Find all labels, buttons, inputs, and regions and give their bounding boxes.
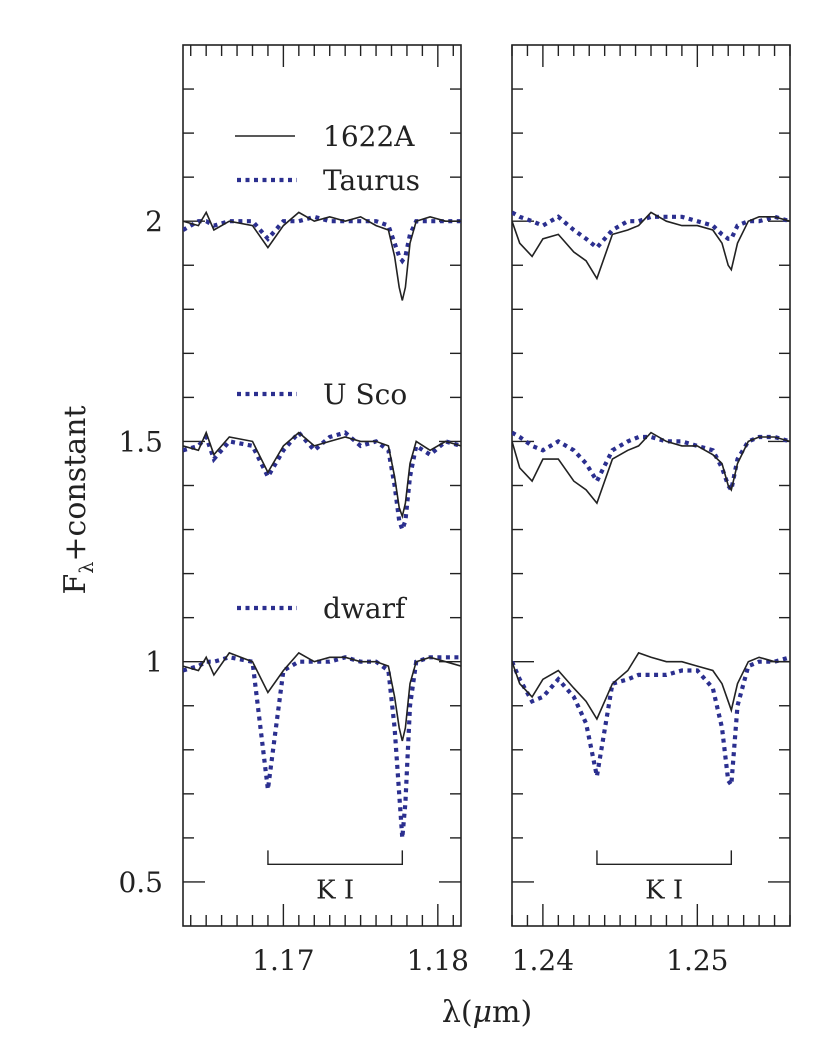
line-marker-label: K I	[645, 875, 683, 905]
line-marker-bracket	[267, 850, 404, 866]
x-tick-label: 1.24	[512, 944, 574, 977]
template-spectrum-u-sco	[183, 429, 461, 536]
panel-frame	[511, 44, 791, 927]
legend-object-label: 1622A	[323, 120, 415, 153]
object-spectrum-1	[183, 430, 461, 520]
legend: 1622A Taurus U Sco dwarf	[235, 120, 420, 625]
object-spectrum-1	[512, 431, 790, 505]
y-tick-label: 1.5	[118, 425, 163, 458]
template-spectrum-taurus	[512, 210, 790, 251]
x-tick-label: 1.18	[407, 944, 469, 977]
legend-template-label: Taurus	[323, 164, 420, 197]
line-marker-label: K I	[316, 875, 354, 905]
x-tick-label: 1.25	[666, 944, 728, 977]
x-axis-label: λ(μm)	[442, 995, 532, 1030]
object-spectrum-0	[183, 210, 461, 301]
y-tick-label: 2	[145, 205, 163, 238]
object-spectrum-0	[512, 211, 790, 281]
line-marker-bracket	[596, 850, 733, 866]
y-axis-label: Fλ+constant	[58, 406, 98, 595]
legend-template-label: U Sco	[323, 378, 407, 411]
legend-template-label: dwarf	[323, 592, 408, 625]
panels-layer: 0.5 1 1.5 2 1.17 1.18 K I 1.24 1.25 K I	[118, 44, 791, 977]
y-tick-label: 1	[145, 646, 163, 679]
template-spectrum-dwarf	[183, 655, 461, 839]
template-spectrum-dwarf	[512, 655, 790, 791]
y-tick-label: 0.5	[118, 866, 163, 899]
object-spectrum-2	[512, 651, 790, 721]
object-spectrum-2	[183, 651, 461, 742]
x-tick-label: 1.17	[252, 944, 314, 977]
panel-1: 0.5 1 1.5 2 1.17 1.18 K I	[118, 44, 469, 977]
panel-2: 1.24 1.25 K I	[511, 44, 791, 977]
